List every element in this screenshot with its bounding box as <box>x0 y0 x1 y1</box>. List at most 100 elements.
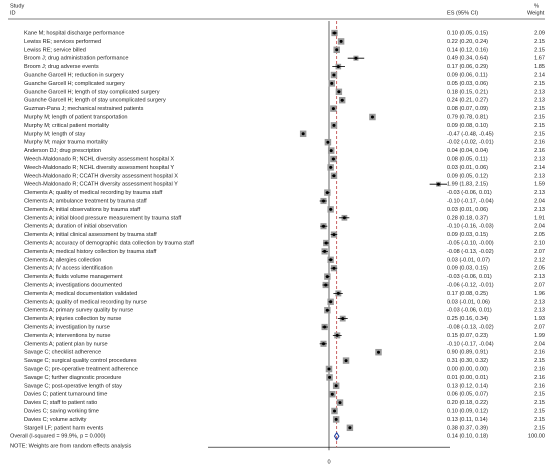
study-label: Clements A; initial observations by trau… <box>24 207 141 213</box>
study-label: Guanche Garcell H; reduction in surgery <box>24 72 124 78</box>
weight-label: 2.13 <box>534 173 545 179</box>
es-label: -0.08 (-0.13, -0.02) <box>447 249 494 255</box>
es-point <box>348 426 352 430</box>
es-point <box>344 359 348 363</box>
es-point <box>333 31 336 35</box>
es-label: 0.24 (0.21, 0.27) <box>447 98 488 104</box>
overall-diamond <box>333 431 340 441</box>
weight-label: 1.96 <box>534 291 545 297</box>
study-label: Clements A; quality of medical recording… <box>24 299 147 305</box>
es-label: -0.08 (-0.13, -0.02) <box>447 324 494 330</box>
weight-label: 2.15 <box>534 131 545 137</box>
study-label: Davies C; volume activity <box>24 417 87 423</box>
study-label: Broom J; drug administration performance <box>24 56 128 62</box>
weight-label: 2.15 <box>534 106 545 112</box>
es-point <box>329 300 333 304</box>
study-label: Weech-Maldonado R; CCATH diversity asses… <box>24 182 178 188</box>
es-point <box>325 275 329 279</box>
es-label: -0.03 (-0.06, 0.01) <box>447 190 492 196</box>
es-point <box>331 157 335 161</box>
weight-label: 1.99 <box>534 333 545 339</box>
weight-label: 2.15 <box>534 81 545 87</box>
es-point <box>330 392 334 396</box>
study-label: Stargell LF; patient harm events <box>24 425 103 431</box>
study-label: Lewiss RE; services performed <box>24 39 101 45</box>
weight-label: 2.07 <box>534 249 545 255</box>
es-label: 0.09 (0.03, 0.15) <box>447 232 488 238</box>
study-label: Guzman-Pana J; mechanical restrained pat… <box>24 106 144 112</box>
weight-label: 2.04 <box>534 198 545 204</box>
weight-label: 2.14 <box>534 165 545 171</box>
es-label: -0.47 (-0.48, -0.45) <box>447 131 494 137</box>
study-label: Clements A; patient plan by nurse <box>24 341 108 347</box>
es-label: 0.08 (0.05, 0.11) <box>447 156 488 162</box>
es-label: 0.18 (0.15, 0.21) <box>447 89 488 95</box>
overall-weight-label: 100.00 <box>528 434 545 440</box>
es-point <box>340 98 344 102</box>
es-point <box>334 417 338 421</box>
es-label: 0.20 (0.18, 0.22) <box>447 400 488 406</box>
study-label: Guanche Garcell H; length of stay uncomp… <box>24 98 166 104</box>
study-label: Clements A; interventions by nurse <box>24 333 110 339</box>
es-point <box>326 140 330 144</box>
es-point <box>354 56 358 60</box>
es-label: 0.03 (0.01, 0.06) <box>447 165 488 171</box>
es-point <box>332 233 336 237</box>
study-label: Clements A; IV access identification <box>24 266 113 272</box>
es-label: -0.10 (-0.16, -0.03) <box>447 224 494 230</box>
study-label: Murphy M; critical patient mortality <box>24 123 109 129</box>
weight-label: 2.04 <box>534 341 545 347</box>
study-label: Lewiss RE; service billed <box>24 47 86 53</box>
es-point <box>327 367 331 371</box>
es-point <box>328 375 332 379</box>
weight-label: 2.13 <box>534 190 545 196</box>
study-label: Clements A; accuracy of demographic data… <box>24 240 194 246</box>
study-label: Clements A; medical documentation valida… <box>24 291 137 297</box>
weight-label: 2.13 <box>534 89 545 95</box>
es-point <box>329 258 333 262</box>
study-label: Clements A; initial clinical assessment … <box>24 232 157 238</box>
header-study: Study <box>10 3 25 9</box>
es-label: 0.08 (0.07, 0.09) <box>447 106 488 112</box>
es-label: -0.10 (-0.17, -0.04) <box>447 198 494 204</box>
weight-label: 2.15 <box>534 47 545 53</box>
es-label: 0.09 (0.08, 0.10) <box>447 123 488 129</box>
study-label: Murphy M; length of stay <box>24 131 85 137</box>
es-point <box>331 107 335 111</box>
header-id: ID <box>10 10 16 16</box>
es-label: 0.03 (-0.01, 0.07) <box>447 257 490 263</box>
study-label: Savage C; further diagnostic procedure <box>24 375 121 381</box>
weight-label: 2.13 <box>534 308 545 314</box>
es-label: 0.17 (0.08, 0.25) <box>447 291 488 297</box>
weight-label: 2.12 <box>534 257 545 263</box>
es-point <box>322 199 325 203</box>
es-point <box>332 123 336 127</box>
study-label: Kane M; hospital discharge performance <box>24 30 124 36</box>
header-es: ES (95% CI) <box>447 10 478 16</box>
weight-label: 2.16 <box>534 366 545 372</box>
weight-label: 2.15 <box>534 39 545 45</box>
es-point <box>322 342 325 346</box>
es-label: -0.03 (-0.06, 0.01) <box>447 274 492 280</box>
es-label: 0.13 (0.12, 0.14) <box>447 383 488 389</box>
weight-label: 2.15 <box>534 114 545 120</box>
es-point <box>329 207 333 211</box>
es-label: 0.03 (-0.01, 0.06) <box>447 299 490 305</box>
study-label: Guanche Garcell H; complicated surgery <box>24 81 125 87</box>
note: NOTE: Weights are from random effects an… <box>10 444 132 450</box>
es-point <box>334 384 338 388</box>
weight-label: 2.16 <box>534 140 545 146</box>
es-label: 0.49 (0.34, 0.64) <box>447 56 488 62</box>
study-label: Clements A; ambulance treatment by traum… <box>24 198 147 204</box>
es-point <box>332 266 336 270</box>
weight-label: 2.16 <box>534 383 545 389</box>
es-label: -0.06 (-0.12, -0.01) <box>447 282 494 288</box>
es-label: 0.00 (0.00, 0.00) <box>447 366 488 372</box>
es-label: 0.09 (0.05, 0.12) <box>447 173 488 179</box>
weight-label: 2.15 <box>534 358 545 364</box>
es-label: 0.09 (0.03, 0.15) <box>447 266 488 272</box>
es-point <box>301 132 305 136</box>
weight-label: 2.07 <box>534 324 545 330</box>
study-label: Clements A; primary survey quality by nu… <box>24 308 133 314</box>
